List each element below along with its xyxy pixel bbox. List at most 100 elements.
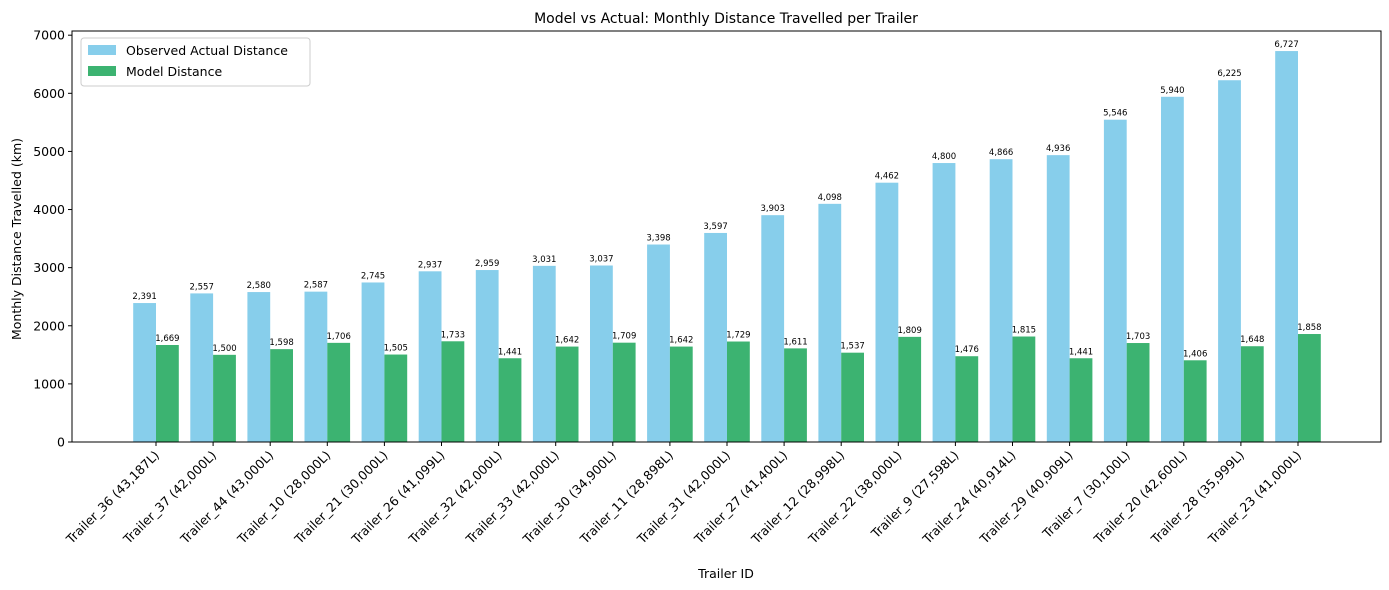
- data-label: 4,936: [1046, 144, 1070, 154]
- series-observed-actual-distance: 2,391 2,557 2,580 2,587 2,745 2,937 2,959 3,031…: [132, 40, 1299, 443]
- x-tick-label: Trailer_26 (41,099L): [348, 448, 448, 548]
- bar: [1161, 96, 1184, 442]
- legend-label: Model Distance: [126, 64, 222, 79]
- bar: [213, 354, 236, 442]
- bar: [1275, 51, 1298, 443]
- x-tick-label: Trailer_30 (34,900L): [519, 448, 619, 548]
- y-axis-label: Monthly Distance Travelled (km): [9, 138, 24, 340]
- x-tick-label: Trailer_12 (28,998L): [748, 448, 848, 548]
- plot-area: 2,391 2,557 2,580 2,587 2,745 2,937 2,959 3,031…: [33, 28, 1382, 548]
- bar: [498, 358, 522, 442]
- data-label: 3,597: [703, 222, 727, 232]
- bar: [270, 349, 293, 442]
- data-label: 4,098: [818, 193, 842, 203]
- bar: [761, 215, 785, 442]
- bar: [590, 265, 613, 442]
- bar: [784, 348, 807, 442]
- data-label: 1,669: [155, 334, 179, 344]
- y-tick-label: 0: [57, 435, 65, 450]
- data-label: 2,557: [190, 282, 214, 292]
- y-tick-label: 3000: [33, 260, 65, 275]
- bar: [384, 354, 408, 442]
- bar: [1218, 80, 1241, 442]
- x-tick-label: Trailer_23 (41,000L): [1204, 448, 1304, 548]
- bar: [1012, 336, 1036, 442]
- data-label: 1,500: [212, 344, 236, 354]
- legend-label: Observed Actual Distance: [126, 43, 288, 58]
- x-tick-label: Trailer_32 (42,000L): [405, 448, 505, 548]
- bar: [669, 346, 693, 442]
- bar: [841, 352, 864, 442]
- data-label: 3,398: [646, 234, 670, 244]
- bar: [475, 270, 499, 442]
- legend: Observed Actual Distance Model Distance: [80, 37, 311, 87]
- data-label: 1,441: [1069, 347, 1093, 357]
- bar: [532, 265, 556, 442]
- data-label: 1,642: [555, 336, 579, 346]
- bar: [818, 203, 842, 442]
- bar: [1240, 346, 1264, 442]
- bar: [875, 182, 899, 442]
- data-label: 1,476: [955, 345, 979, 355]
- bar: [418, 271, 442, 442]
- x-tick-label: Trailer_24 (40,914L): [919, 448, 1019, 548]
- legend-box: [80, 37, 311, 87]
- data-label: 2,391: [132, 292, 156, 302]
- x-tick-label: Trailer_37 (42,000L): [120, 448, 220, 548]
- x-tick-label: Trailer_31 (42,000L): [633, 448, 733, 548]
- data-label: 2,959: [475, 259, 499, 269]
- bar: [327, 342, 351, 442]
- bar: [727, 341, 750, 442]
- bar: [704, 232, 727, 442]
- bar: [1046, 155, 1070, 442]
- data-label: 1,815: [1012, 326, 1036, 336]
- bar: [955, 356, 979, 442]
- y-tick-label: 1000: [33, 376, 65, 391]
- y-tick-label: 7000: [33, 28, 65, 43]
- bar: [1126, 343, 1150, 442]
- data-label: 1,406: [1183, 349, 1207, 359]
- data-label: 4,800: [932, 152, 956, 162]
- x-tick-label: Trailer_27 (41,400L): [691, 448, 791, 548]
- x-axis-label: Trailer ID: [697, 566, 754, 581]
- bar: [361, 282, 385, 442]
- data-label: 1,858: [1297, 323, 1321, 333]
- data-label: 1,642: [669, 336, 693, 346]
- bar: [989, 159, 1013, 442]
- data-label: 4,462: [875, 172, 899, 182]
- data-label: 1,648: [1240, 335, 1264, 345]
- chart-title: Model vs Actual: Monthly Distance Travel…: [534, 11, 918, 27]
- data-label: 1,611: [783, 337, 807, 347]
- x-tick-label: Trailer_22 (38,000L): [805, 448, 905, 548]
- legend-swatch: [88, 45, 116, 55]
- bar: [555, 346, 579, 442]
- data-label: 3,037: [589, 255, 613, 265]
- series-model-distance: 1,669 1,500 1,598 1,706 1,505 1,733 1,441 1,642…: [155, 323, 1322, 442]
- bar: [1069, 358, 1093, 442]
- bar: [932, 163, 956, 443]
- data-label: 1,703: [1126, 332, 1150, 342]
- bar: [612, 342, 636, 442]
- data-label: 2,587: [304, 281, 328, 291]
- data-label: 1,598: [269, 338, 293, 348]
- data-label: 3,031: [532, 255, 556, 265]
- data-label: 5,940: [1160, 86, 1184, 96]
- bar: [1183, 360, 1207, 442]
- x-tick-label: Trailer_33 (42,000L): [462, 448, 562, 548]
- data-label: 1,441: [498, 347, 522, 357]
- bar: [441, 341, 465, 442]
- bar: [1103, 119, 1127, 442]
- data-label: 1,706: [327, 332, 351, 342]
- data-label: 1,733: [441, 330, 465, 340]
- data-label: 3,903: [761, 204, 785, 214]
- data-label: 6,225: [1217, 69, 1241, 79]
- x-tick-label: Trailer_20 (42,600L): [1090, 448, 1190, 548]
- data-label: 1,809: [898, 326, 922, 336]
- data-label: 2,580: [247, 281, 271, 291]
- bar: [898, 336, 922, 442]
- bar: [133, 303, 156, 442]
- data-label: 2,745: [361, 271, 385, 281]
- data-label: 1,729: [726, 331, 750, 341]
- x-tick-label: Trailer_10 (28,000L): [234, 448, 334, 548]
